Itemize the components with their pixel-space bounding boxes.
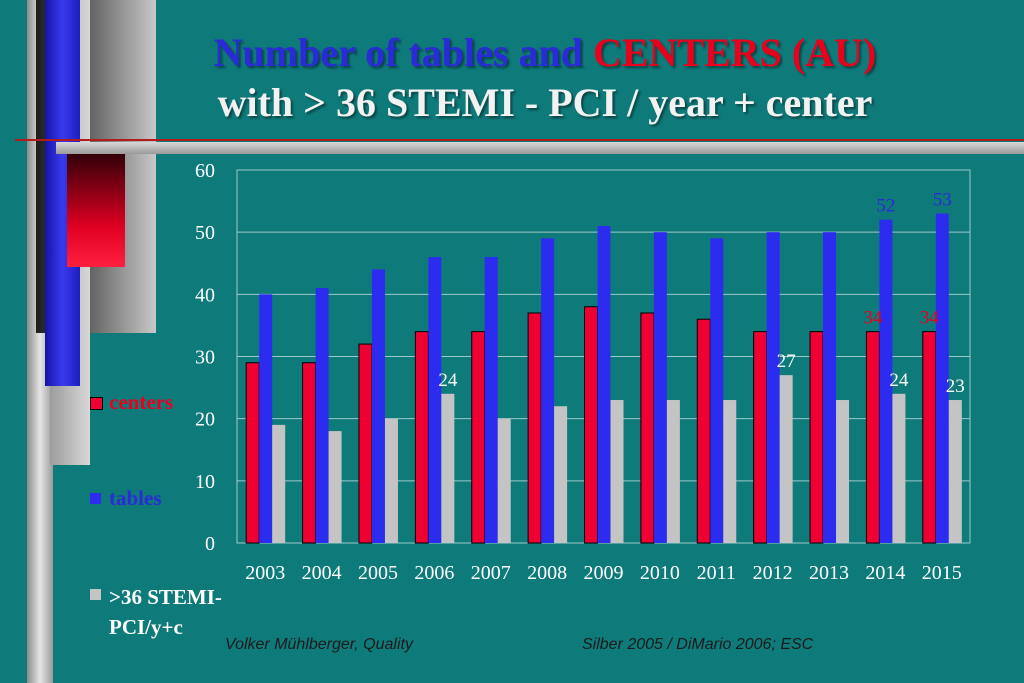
bar-centers: [584, 306, 598, 544]
bar-tables: [823, 232, 837, 543]
x-tick-label: 2004: [302, 562, 342, 584]
bar-tables: [315, 288, 329, 543]
legend-label-stemi: >36 STEMI- PCI/y+c: [109, 582, 222, 642]
bar-centers: [640, 312, 655, 544]
y-tick-label: 10: [195, 471, 215, 493]
footer-sources: Silber 2005 / DiMario 2006; ESC: [582, 636, 814, 653]
legend-label-centers: centers: [109, 390, 174, 414]
bar-stemi: [610, 400, 624, 543]
title-part-blue: Number of tables and: [213, 30, 593, 75]
bar-centers: [245, 362, 260, 544]
y-tick-label: 60: [195, 160, 215, 182]
data-label: 27: [777, 351, 796, 372]
bar-stemi: [384, 418, 398, 543]
bar-tables: [935, 213, 949, 543]
bar-tables: [259, 294, 273, 543]
legend-swatch-centers: [90, 397, 103, 410]
x-tick-label: 2011: [697, 562, 736, 584]
legend-swatch-tables: [90, 493, 101, 504]
x-tick-label: 2006: [414, 562, 454, 584]
x-tick-label: 2015: [922, 562, 962, 584]
bar-stemi: [272, 424, 286, 543]
data-label: 24: [438, 370, 458, 391]
bar-tables: [484, 257, 498, 543]
bar-centers: [527, 312, 542, 544]
data-label: 34: [920, 308, 940, 329]
bar-stemi: [441, 393, 455, 543]
title-line2: with > 36 STEMI - PCI / year + center: [217, 80, 873, 125]
legend-label-tables: tables: [109, 486, 162, 510]
data-label: 53: [933, 190, 952, 211]
bar-tables: [710, 238, 724, 543]
bar-stemi: [836, 400, 850, 543]
bar-centers: [809, 331, 824, 544]
bar-centers: [696, 318, 711, 544]
bar-centers: [753, 331, 768, 544]
x-tick-label: 2014: [865, 562, 905, 584]
data-label: 24: [889, 370, 909, 391]
y-tick-label: 30: [195, 347, 215, 369]
x-tick-label: 2007: [471, 562, 511, 584]
x-tick-label: 2009: [584, 562, 624, 584]
bar-stemi: [723, 400, 737, 543]
legend-label-stemi-line1: >36 STEMI-: [109, 585, 222, 609]
data-label: 34: [863, 308, 883, 329]
x-tick-label: 2010: [640, 562, 680, 584]
ticks-layer: 0 10 20 30 40 50 60 2003 2004 2005 2006 2007 2008 200…: [195, 160, 962, 584]
bars-layer: [245, 213, 962, 544]
bar-stemi: [554, 406, 568, 543]
legend-swatch-stemi: [90, 589, 101, 600]
bar-tables: [766, 232, 780, 543]
data-label: 23: [946, 376, 965, 397]
bar-stemi: [666, 400, 680, 543]
title-part-red: CENTERS (AU): [592, 30, 877, 75]
bar-centers: [358, 343, 373, 544]
slide-title: Number of tables and CENTERS (AU) with >…: [120, 28, 970, 128]
bar-tables: [879, 219, 893, 543]
bar-stemi: [892, 393, 906, 543]
bar-stemi: [779, 375, 793, 543]
x-tick-label: 2012: [753, 562, 793, 584]
legend-label-stemi-line2: PCI/y+c: [109, 615, 183, 639]
bar-centers: [865, 331, 880, 544]
deco-title-rule: [15, 139, 1024, 141]
x-tick-label: 2003: [245, 562, 285, 584]
bar-stemi: [328, 431, 342, 543]
x-tick-label: 2005: [358, 562, 398, 584]
bar-tables: [371, 269, 385, 543]
data-label: 52: [876, 196, 895, 217]
y-tick-label: 50: [195, 222, 215, 244]
x-tick-label: 2013: [809, 562, 849, 584]
x-tick-label: 2008: [527, 562, 567, 584]
bar-tables: [541, 238, 555, 543]
labels-layer: 34 34 52 53 24 27 24 23: [438, 190, 964, 398]
y-tick-label: 20: [195, 409, 215, 431]
bar-tables: [597, 225, 611, 543]
bar-stemi: [948, 400, 962, 543]
bar-centers: [414, 331, 429, 544]
bar-tables: [653, 232, 667, 543]
footer-author: Volker Mühlberger, Quality: [225, 636, 413, 653]
bar-centers: [471, 331, 486, 544]
bar-centers: [922, 331, 937, 544]
deco-red-block: [67, 153, 125, 267]
bar-stemi: [497, 418, 511, 543]
deco-title-band: [56, 142, 1024, 154]
bar-centers: [302, 362, 317, 544]
bar-tables: [428, 257, 442, 543]
y-tick-label: 0: [205, 533, 215, 555]
y-tick-label: 40: [195, 284, 215, 306]
